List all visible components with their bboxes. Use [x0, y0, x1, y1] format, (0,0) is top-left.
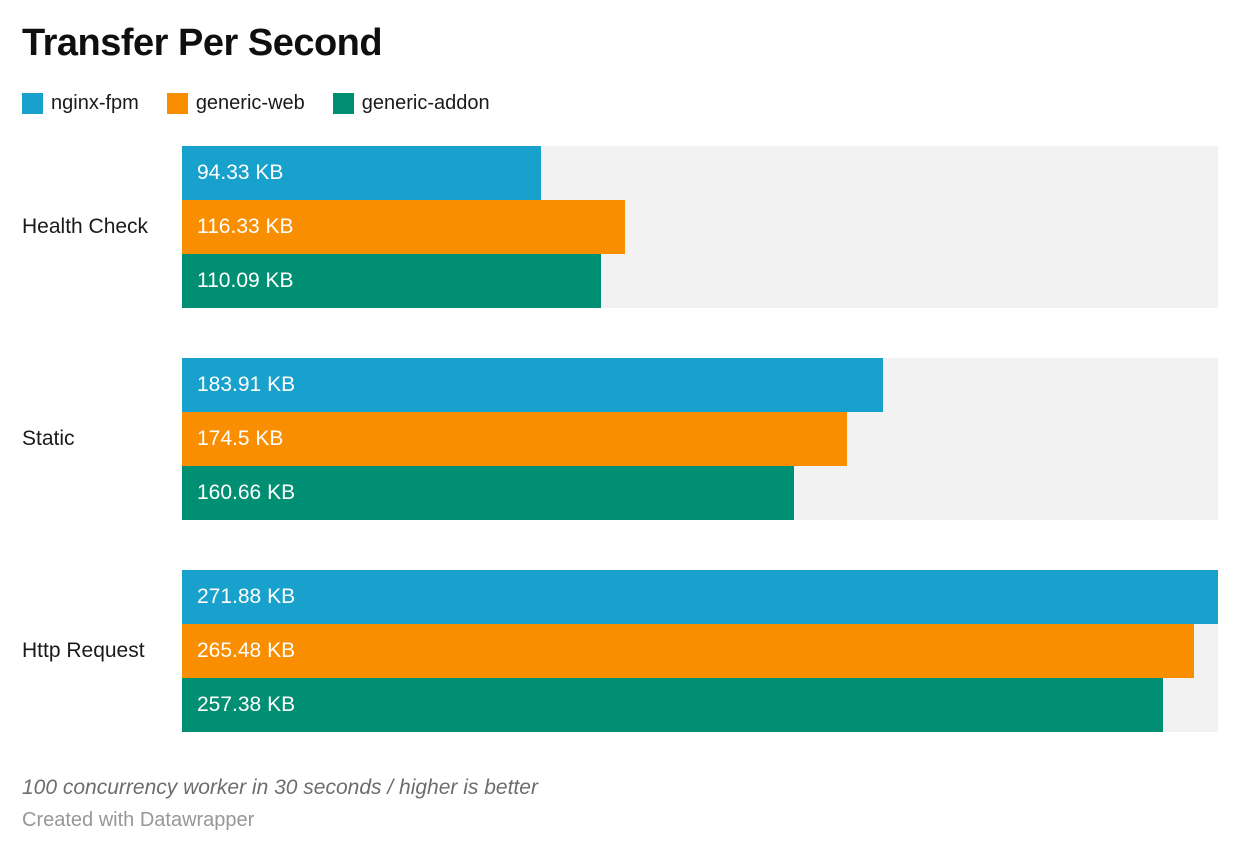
group-health-check: Health Check 94.33 KB 116.33 KB 110.09 K… [22, 145, 1218, 308]
legend-label: nginx-fpm [51, 91, 139, 114]
bar-nginx-fpm: 183.91 KB [182, 357, 883, 412]
legend-item-generic-web: generic-web [166, 91, 305, 115]
bar-generic-web: 265.48 KB [182, 623, 1194, 678]
legend: nginx-fpm generic-web generic-addon [22, 92, 1218, 115]
bar-track: 183.91 KB [182, 357, 1218, 412]
bar-track: 110.09 KB [182, 253, 1218, 308]
legend-swatch-icon [166, 92, 188, 114]
bar-track: 160.66 KB [182, 465, 1218, 520]
bar-track: 94.33 KB [182, 145, 1218, 200]
bar-stack: 94.33 KB 116.33 KB 110.09 KB [182, 145, 1218, 308]
bar-track: 265.48 KB [182, 623, 1218, 678]
bar-value-label: 110.09 KB [197, 268, 294, 292]
bar-generic-web: 174.5 KB [182, 411, 847, 466]
bar-generic-addon: 160.66 KB [182, 465, 795, 520]
bar-generic-web: 116.33 KB [182, 199, 626, 254]
bar-track: 257.38 KB [182, 677, 1218, 732]
bar-nginx-fpm: 94.33 KB [182, 145, 542, 200]
bar-value-label: 265.48 KB [197, 638, 296, 662]
category-label: Health Check [22, 214, 149, 238]
bar-stack: 183.91 KB 174.5 KB 160.66 KB [182, 357, 1218, 520]
chart-note: 100 concurrency worker in 30 seconds / h… [22, 775, 538, 799]
bar-value-label: 174.5 KB [197, 426, 284, 450]
legend-item-generic-addon: generic-addon [332, 91, 490, 115]
legend-label: generic-addon [361, 91, 490, 114]
chart-title: Transfer Per Second [22, 22, 383, 64]
legend-swatch-icon [332, 92, 354, 114]
bar-nginx-fpm: 271.88 KB [182, 569, 1218, 624]
bar-track: 271.88 KB [182, 569, 1218, 624]
bar-generic-addon: 110.09 KB [182, 253, 602, 308]
bar-generic-addon: 257.38 KB [182, 677, 1163, 732]
legend-swatch-icon [22, 92, 43, 114]
group-http-request: Http Request 271.88 KB 265.48 KB 257.38 … [22, 569, 1218, 732]
category-label: Static [22, 426, 75, 450]
bar-track: 174.5 KB [182, 411, 1218, 466]
bar-value-label: 116.33 KB [197, 214, 294, 238]
datawrapper-attribution: Created with Datawrapper [22, 808, 255, 831]
bar-value-label: 271.88 KB [197, 584, 296, 608]
bar-chart: Health Check 94.33 KB 116.33 KB 110.09 K… [22, 145, 1218, 732]
bar-value-label: 257.38 KB [197, 692, 296, 716]
legend-label: generic-web [195, 91, 305, 114]
bar-value-label: 183.91 KB [197, 372, 296, 396]
bar-track: 116.33 KB [182, 199, 1218, 254]
group-static: Static 183.91 KB 174.5 KB 160.66 KB [22, 357, 1218, 520]
category-label: Http Request [22, 638, 145, 662]
legend-item-nginx-fpm: nginx-fpm [22, 92, 139, 115]
bar-value-label: 160.66 KB [197, 480, 296, 504]
bar-value-label: 94.33 KB [197, 160, 284, 184]
bar-stack: 271.88 KB 265.48 KB 257.38 KB [182, 569, 1218, 732]
